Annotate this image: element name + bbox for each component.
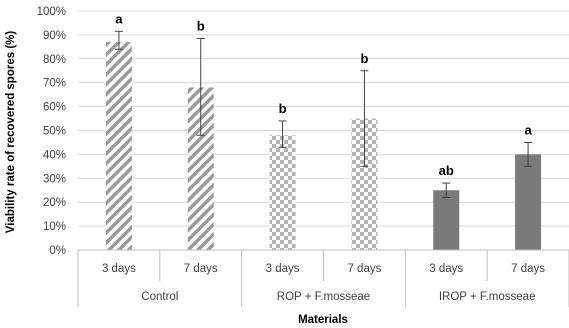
x-category-label: 7 days — [184, 263, 218, 275]
x-group-label: Control — [141, 291, 178, 303]
y-tick-label: 30% — [43, 173, 66, 185]
x-axis-title: Materials — [298, 314, 348, 326]
y-axis-ticks: 0% 10% 20% 30% 40% 50% 60% 70% 80% 90% 100% — [37, 6, 66, 257]
x-category-label: 7 days — [511, 263, 545, 275]
bar — [269, 135, 296, 250]
y-tick-label: 10% — [43, 221, 66, 233]
bar — [433, 190, 460, 250]
gridlines — [78, 10, 569, 227]
significance-label: b — [197, 18, 205, 33]
y-tick-label: 20% — [43, 197, 66, 209]
significance-label: b — [360, 51, 368, 66]
significance-label: b — [279, 101, 287, 116]
bar — [105, 42, 132, 250]
x-group-label: ROP + F.mosseae — [277, 291, 370, 303]
y-axis-title: Viability rate of recovered spores (%) — [5, 31, 17, 234]
x-category-label: 7 days — [347, 263, 381, 275]
y-tick-label: 70% — [43, 78, 66, 90]
y-tick-label: 60% — [43, 102, 66, 114]
y-tick-label: 100% — [37, 6, 66, 18]
significance-label: a — [115, 11, 123, 26]
y-tick-label: 0% — [49, 245, 66, 257]
significance-label: a — [524, 122, 532, 137]
x-category-label: 3 days — [266, 263, 300, 275]
y-tick-label: 50% — [43, 126, 66, 138]
y-tick-label: 40% — [43, 149, 66, 161]
y-tick-label: 80% — [43, 54, 66, 66]
significance-label: ab — [439, 163, 454, 178]
x-category-label: 3 days — [102, 263, 136, 275]
y-tick-label: 90% — [43, 30, 66, 42]
x-category-label: 3 days — [429, 263, 463, 275]
bar — [515, 154, 542, 250]
x-axis: 3 days 7 days Control 3 days 7 days ROP + F.m… — [77, 249, 569, 307]
x-group-label: IROP + F.mosseae — [439, 291, 536, 303]
